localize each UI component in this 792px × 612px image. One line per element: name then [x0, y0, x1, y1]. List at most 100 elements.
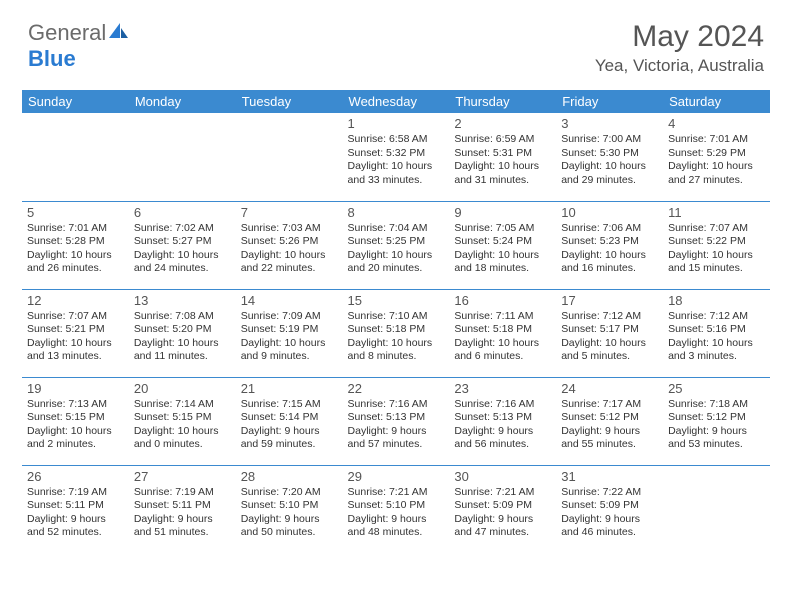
sunset-line: Sunset: 5:22 PM — [668, 235, 765, 249]
day-number: 22 — [348, 381, 445, 396]
calendar-cell: 26Sunrise: 7:19 AMSunset: 5:11 PMDayligh… — [22, 465, 129, 553]
sunset-line: Sunset: 5:16 PM — [668, 323, 765, 337]
sunset-line: Sunset: 5:10 PM — [241, 499, 338, 513]
title-block: May 2024 Yea, Victoria, Australia — [595, 20, 764, 76]
day-number: 25 — [668, 381, 765, 396]
calendar-cell: 22Sunrise: 7:16 AMSunset: 5:13 PMDayligh… — [343, 377, 450, 465]
day-number: 9 — [454, 205, 551, 220]
day-header: Saturday — [663, 90, 770, 113]
daylight-line: Daylight: 10 hours and 29 minutes. — [561, 160, 658, 187]
calendar-cell: 2Sunrise: 6:59 AMSunset: 5:31 PMDaylight… — [449, 113, 556, 201]
calendar-cell: 3 Sunrise: 7:00 AMSunset: 5:30 PMDaylight… — [556, 113, 663, 201]
day-number: 15 — [348, 293, 445, 308]
daylight-line: Daylight: 10 hours and 31 minutes. — [454, 160, 551, 187]
sunset-line: Sunset: 5:19 PM — [241, 323, 338, 337]
sunrise-line: Sunrise: 7:10 AM — [348, 310, 445, 324]
calendar-cell: 9Sunrise: 7:05 AMSunset: 5:24 PMDaylight… — [449, 201, 556, 289]
sun-info: Sunrise: 7:22 AMSunset: 5:09 PMDaylight:… — [561, 486, 658, 541]
sunrise-line: Sunrise: 7:04 AM — [348, 222, 445, 236]
calendar-cell: 25Sunrise: 7:18 AMSunset: 5:12 PMDayligh… — [663, 377, 770, 465]
day-number: 26 — [27, 469, 124, 484]
sun-info: Sunrise: 7:15 AMSunset: 5:14 PMDaylight:… — [241, 398, 338, 453]
calendar-header-row: SundayMondayTuesdayWednesdayThursdayFrid… — [22, 90, 770, 113]
calendar-cell — [663, 465, 770, 553]
daylight-line: Daylight: 10 hours and 11 minutes. — [134, 337, 231, 364]
sunset-line: Sunset: 5:32 PM — [348, 147, 445, 161]
sun-info: Sunrise: 7:02 AMSunset: 5:27 PMDaylight:… — [134, 222, 231, 277]
day-number: 5 — [27, 205, 124, 220]
day-number: 23 — [454, 381, 551, 396]
sun-info: Sunrise: 6:59 AMSunset: 5:31 PMDaylight:… — [454, 133, 551, 188]
sun-info: Sunrise: 7:17 AMSunset: 5:12 PMDaylight:… — [561, 398, 658, 453]
calendar-cell: 20Sunrise: 7:14 AMSunset: 5:15 PMDayligh… — [129, 377, 236, 465]
sunset-line: Sunset: 5:18 PM — [454, 323, 551, 337]
sun-info: Sunrise: 7:19 AMSunset: 5:11 PMDaylight:… — [134, 486, 231, 541]
sunrise-line: Sunrise: 7:03 AM — [241, 222, 338, 236]
sunset-line: Sunset: 5:09 PM — [561, 499, 658, 513]
day-number: 12 — [27, 293, 124, 308]
daylight-line: Daylight: 9 hours and 55 minutes. — [561, 425, 658, 452]
page-title: May 2024 — [595, 20, 764, 54]
sunrise-line: Sunrise: 7:14 AM — [134, 398, 231, 412]
calendar-cell: 29Sunrise: 7:21 AMSunset: 5:10 PMDayligh… — [343, 465, 450, 553]
day-number: 13 — [134, 293, 231, 308]
sunset-line: Sunset: 5:25 PM — [348, 235, 445, 249]
daylight-line: Daylight: 10 hours and 27 minutes. — [668, 160, 765, 187]
sun-info: Sunrise: 7:03 AMSunset: 5:26 PMDaylight:… — [241, 222, 338, 277]
calendar-cell: 11Sunrise: 7:07 AMSunset: 5:22 PMDayligh… — [663, 201, 770, 289]
calendar-cell: 13Sunrise: 7:08 AMSunset: 5:20 PMDayligh… — [129, 289, 236, 377]
calendar-cell: 1 Sunrise: 6:58 AMSunset: 5:32 PMDaylight… — [343, 113, 450, 201]
sun-info: Sunrise: 7:00 AMSunset: 5:30 PMDaylight:… — [561, 133, 658, 188]
day-number: 16 — [454, 293, 551, 308]
daylight-line: Daylight: 9 hours and 46 minutes. — [561, 513, 658, 540]
sunrise-line: Sunrise: 6:59 AM — [454, 133, 551, 147]
day-number: 27 — [134, 469, 231, 484]
logo-part2: Blue — [28, 46, 76, 71]
logo-text: GeneralBlue — [28, 20, 130, 72]
sunrise-line: Sunrise: 7:20 AM — [241, 486, 338, 500]
day-number: 17 — [561, 293, 658, 308]
day-number: 7 — [241, 205, 338, 220]
calendar-week-row: 5Sunrise: 7:01 AMSunset: 5:28 PMDaylight… — [22, 201, 770, 289]
daylight-line: Daylight: 10 hours and 33 minutes. — [348, 160, 445, 187]
location-subtitle: Yea, Victoria, Australia — [595, 56, 764, 76]
day-number: 3 — [561, 116, 658, 131]
logo: GeneralBlue — [28, 20, 130, 72]
daylight-line: Daylight: 10 hours and 8 minutes. — [348, 337, 445, 364]
sunrise-line: Sunrise: 7:19 AM — [134, 486, 231, 500]
calendar-cell — [22, 113, 129, 201]
daylight-line: Daylight: 9 hours and 51 minutes. — [134, 513, 231, 540]
daylight-line: Daylight: 9 hours and 52 minutes. — [27, 513, 124, 540]
sun-info: Sunrise: 6:58 AMSunset: 5:32 PMDaylight:… — [348, 133, 445, 188]
sunrise-line: Sunrise: 7:16 AM — [348, 398, 445, 412]
sunset-line: Sunset: 5:31 PM — [454, 147, 551, 161]
daylight-line: Daylight: 10 hours and 15 minutes. — [668, 249, 765, 276]
sunrise-line: Sunrise: 7:01 AM — [668, 133, 765, 147]
sunrise-line: Sunrise: 7:05 AM — [454, 222, 551, 236]
sunset-line: Sunset: 5:11 PM — [27, 499, 124, 513]
calendar-week-row: 12Sunrise: 7:07 AMSunset: 5:21 PMDayligh… — [22, 289, 770, 377]
calendar-cell: 30Sunrise: 7:21 AMSunset: 5:09 PMDayligh… — [449, 465, 556, 553]
sunset-line: Sunset: 5:21 PM — [27, 323, 124, 337]
daylight-line: Daylight: 9 hours and 59 minutes. — [241, 425, 338, 452]
sunset-line: Sunset: 5:23 PM — [561, 235, 658, 249]
day-number: 30 — [454, 469, 551, 484]
sunrise-line: Sunrise: 7:17 AM — [561, 398, 658, 412]
sunset-line: Sunset: 5:13 PM — [454, 411, 551, 425]
day-number: 29 — [348, 469, 445, 484]
sunrise-line: Sunrise: 7:15 AM — [241, 398, 338, 412]
sun-info: Sunrise: 7:01 AMSunset: 5:29 PMDaylight:… — [668, 133, 765, 188]
sunrise-line: Sunrise: 6:58 AM — [348, 133, 445, 147]
sun-info: Sunrise: 7:20 AMSunset: 5:10 PMDaylight:… — [241, 486, 338, 541]
calendar-cell: 7 Sunrise: 7:03 AMSunset: 5:26 PMDaylight… — [236, 201, 343, 289]
sun-info: Sunrise: 7:10 AMSunset: 5:18 PMDaylight:… — [348, 310, 445, 365]
day-number: 24 — [561, 381, 658, 396]
daylight-line: Daylight: 9 hours and 56 minutes. — [454, 425, 551, 452]
calendar-cell: 24 Sunrise: 7:17 AMSunset: 5:12 PMDayligh… — [556, 377, 663, 465]
sunset-line: Sunset: 5:09 PM — [454, 499, 551, 513]
day-header: Tuesday — [236, 90, 343, 113]
calendar-cell: 23Sunrise: 7:16 AMSunset: 5:13 PMDayligh… — [449, 377, 556, 465]
calendar-cell: 5Sunrise: 7:01 AMSunset: 5:28 PMDaylight… — [22, 201, 129, 289]
day-number: 1 — [348, 116, 445, 131]
calendar-table: SundayMondayTuesdayWednesdayThursdayFrid… — [22, 90, 770, 553]
